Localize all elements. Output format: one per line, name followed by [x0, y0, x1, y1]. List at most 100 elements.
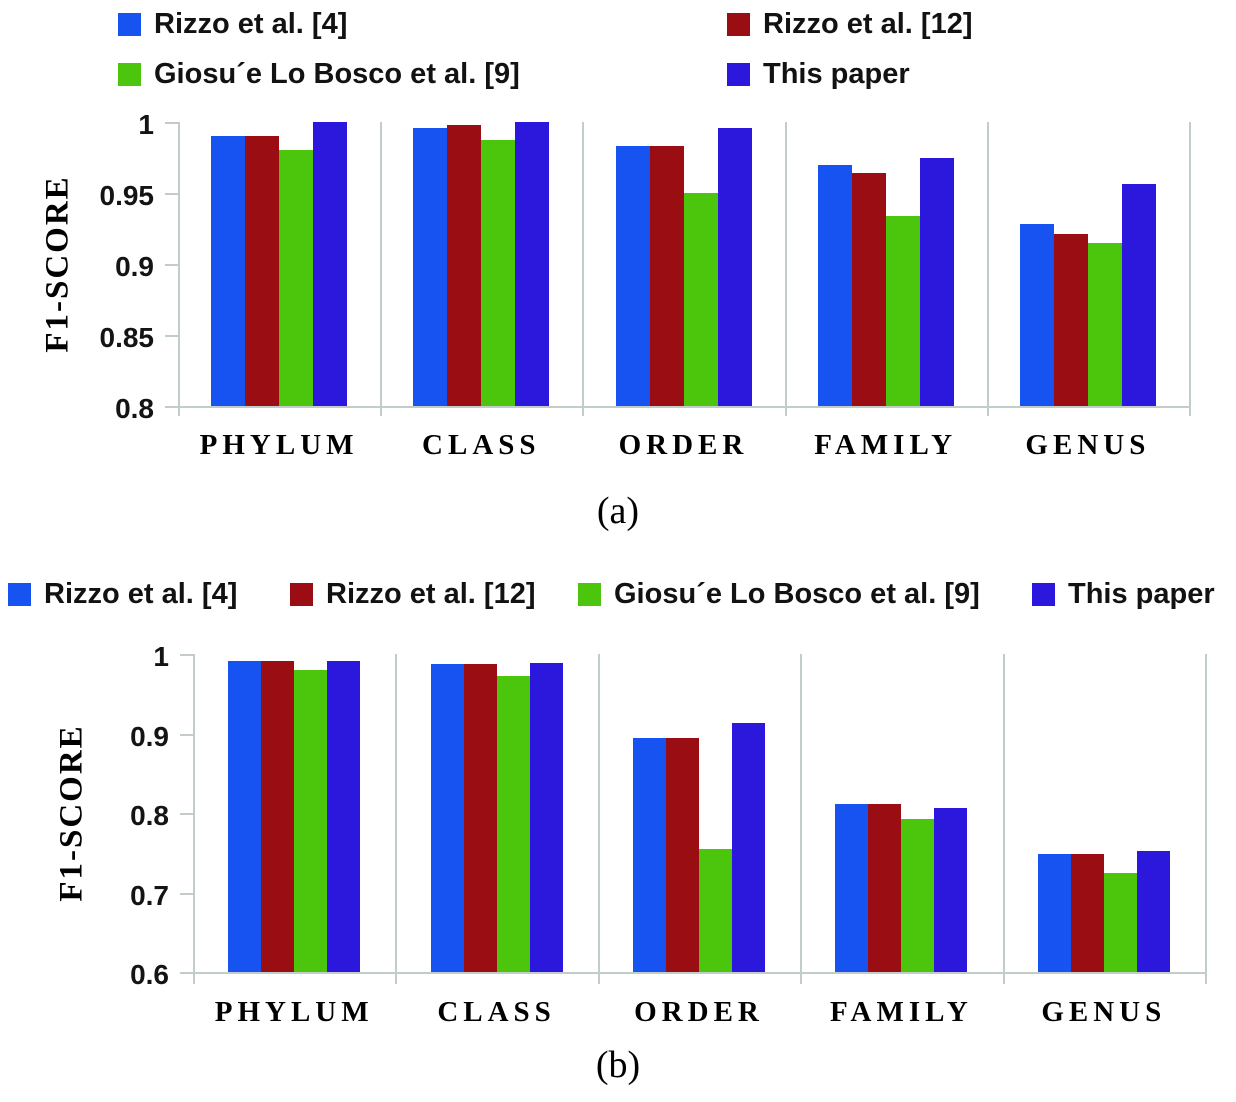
group-separator-line	[1189, 122, 1191, 416]
group-separator-line	[598, 654, 600, 984]
y-tick-mark	[180, 654, 193, 656]
bar-order-s0	[615, 146, 650, 406]
legend-item: Giosu´e Lo Bosco et al. [9]	[118, 60, 520, 89]
x-category-label: GENUS	[1041, 996, 1167, 1028]
bar-phylum-s0	[228, 661, 262, 972]
bar-genus-s0	[1019, 224, 1054, 406]
bar-family-s1	[851, 173, 886, 406]
bar-genus-s3	[1136, 851, 1170, 972]
bar-family-s0	[817, 164, 852, 406]
bar-class-s0	[413, 127, 448, 406]
bar-class-s1	[447, 124, 482, 406]
bar-phylum-s3	[327, 661, 361, 972]
bar-genus-s3	[1121, 184, 1156, 406]
legend-swatch-icon	[118, 13, 141, 36]
y-axis-line	[178, 122, 180, 416]
legend-item: Rizzo et al. [12]	[727, 10, 973, 39]
bar-genus-s2	[1103, 872, 1137, 972]
x-category-label: PHYLUM	[214, 996, 374, 1028]
legend-item: Rizzo et al. [12]	[290, 580, 536, 609]
legend-label: Rizzo et al. [4]	[154, 8, 348, 40]
group-separator-line	[800, 654, 802, 984]
y-tick-label: 0.9	[115, 251, 154, 282]
legend-item: Giosu´e Lo Bosco et al. [9]	[578, 580, 980, 609]
legend-label: Rizzo et al. [12]	[763, 8, 973, 40]
x-category-label: PHYLUM	[199, 429, 359, 461]
bar-class-s1	[463, 664, 497, 972]
legend-item: This paper	[1032, 580, 1215, 609]
x-category-label: ORDER	[634, 996, 764, 1028]
legend-label: This paper	[1068, 578, 1215, 610]
y-tick-label: 0.8	[115, 393, 154, 424]
x-category-label: FAMILY	[814, 429, 958, 461]
legend-swatch-icon	[727, 13, 750, 36]
bar-class-s3	[515, 122, 550, 406]
legend-swatch-icon	[8, 583, 31, 606]
bar-phylum-s3	[313, 122, 348, 406]
bar-order-s1	[666, 738, 699, 972]
x-category-label: CLASS	[437, 996, 556, 1028]
caption-b: (b)	[595, 1044, 641, 1086]
legend-item: Rizzo et al. [4]	[118, 10, 347, 39]
bar-order-s3	[717, 127, 752, 406]
y-tick-label: 0.9	[130, 721, 169, 752]
bar-order-s3	[732, 723, 765, 972]
bar-family-s3	[919, 157, 954, 406]
bar-class-s0	[430, 664, 464, 972]
y-tick-label: 0.8	[130, 800, 169, 831]
bar-family-s2	[901, 819, 935, 972]
legend-swatch-icon	[578, 583, 601, 606]
y-tick-mark	[165, 406, 178, 408]
bar-family-s3	[934, 808, 968, 972]
y-axis-line	[193, 654, 195, 984]
y-tick-mark	[180, 813, 193, 815]
bar-genus-s1	[1053, 234, 1088, 406]
bar-family-s0	[835, 804, 869, 972]
caption-a: (a)	[596, 490, 640, 532]
group-separator-line	[1003, 654, 1005, 984]
y-tick-label: 0.7	[130, 880, 169, 911]
x-category-label: FAMILY	[829, 996, 973, 1028]
y-tick-label: 1	[138, 109, 154, 140]
y-tick-mark	[165, 264, 178, 266]
legend-swatch-icon	[1032, 583, 1055, 606]
y-tick-mark	[180, 972, 193, 974]
y-tick-label: 0.85	[99, 322, 155, 353]
group-separator-line	[395, 654, 397, 984]
bar-phylum-s2	[294, 669, 328, 972]
bar-family-s2	[885, 215, 920, 406]
group-separator-line	[380, 122, 382, 416]
bar-family-s1	[868, 804, 902, 972]
group-separator-line	[582, 122, 584, 416]
bar-phylum-s1	[261, 661, 295, 972]
x-axis-line	[165, 406, 1191, 408]
legend-label: This paper	[763, 58, 910, 90]
y-tick-mark	[180, 893, 193, 895]
bar-order-s2	[699, 848, 732, 972]
legend-label: Giosu´e Lo Bosco et al. [9]	[614, 578, 980, 610]
group-separator-line	[1205, 654, 1207, 984]
bar-genus-s1	[1070, 853, 1104, 972]
group-separator-line	[987, 122, 989, 416]
legend-swatch-icon	[118, 63, 141, 86]
bar-genus-s2	[1087, 242, 1122, 406]
bar-class-s2	[496, 676, 530, 972]
bar-phylum-s0	[211, 136, 246, 406]
legend-label: Rizzo et al. [12]	[326, 578, 536, 610]
legend-item: Rizzo et al. [4]	[8, 580, 237, 609]
bar-phylum-s2	[279, 150, 314, 406]
y-tick-label: 0.6	[130, 959, 169, 990]
group-separator-line	[785, 122, 787, 416]
y-tick-label: 0.95	[99, 180, 155, 211]
y-tick-mark	[165, 122, 178, 124]
bar-class-s3	[529, 662, 563, 972]
y-tick-mark	[165, 335, 178, 337]
legend-swatch-icon	[290, 583, 313, 606]
bar-order-s1	[649, 146, 684, 406]
bar-genus-s0	[1037, 853, 1071, 972]
legend-swatch-icon	[727, 63, 750, 86]
x-axis-line	[180, 972, 1207, 974]
